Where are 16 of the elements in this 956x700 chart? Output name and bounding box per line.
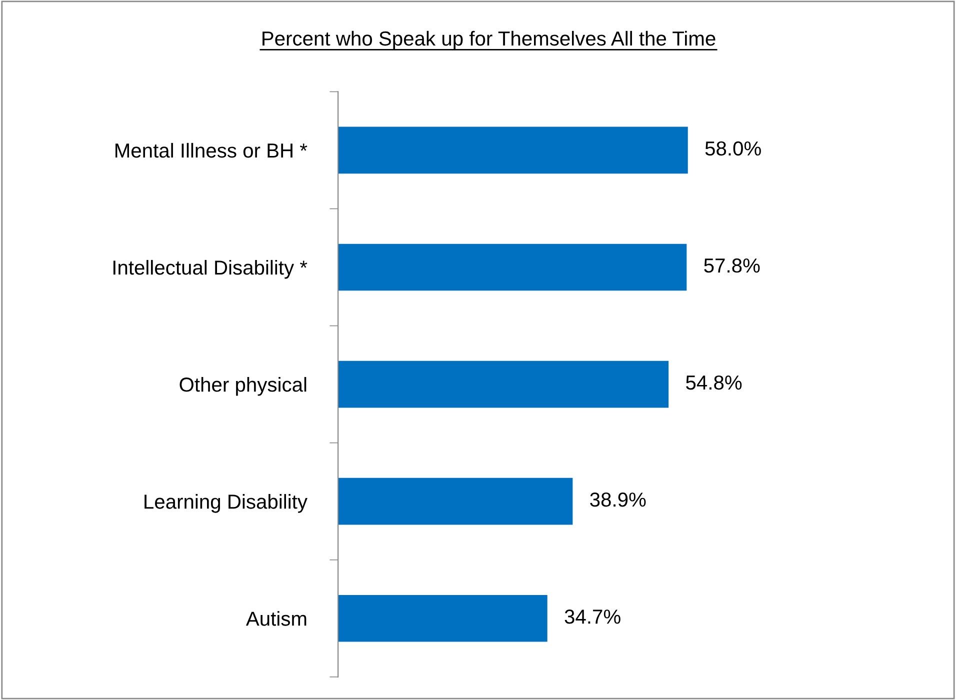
data-label: 38.9% (590, 492, 646, 507)
chart-title: Percent who Speak up for Themselves All the Time (262, 30, 716, 50)
bar (338, 360, 669, 408)
y-tick-label: Autism (246, 611, 306, 626)
y-tick-label: Mental Illness or BH * (116, 142, 308, 158)
data-label: 57.8% (704, 258, 760, 273)
bar (338, 244, 687, 291)
bar (338, 126, 688, 174)
data-label: 34.7% (564, 610, 620, 624)
bar (338, 478, 573, 525)
y-tick-label: Intellectual Disability * (113, 260, 308, 279)
data-label: 54.8% (686, 375, 742, 390)
bar (338, 594, 548, 642)
y-tick-label: Learning Disability (144, 494, 308, 513)
y-tick-label: Other physical (180, 377, 306, 396)
data-label: 58.0% (705, 141, 761, 156)
